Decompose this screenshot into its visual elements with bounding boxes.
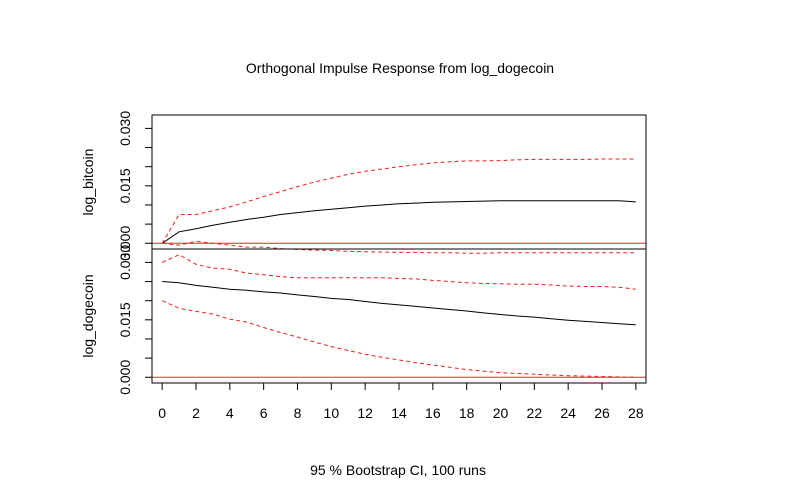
x-tick-label: 24 [560,405,576,421]
x-tick-label: 0 [158,405,166,421]
log-dogecoin-response-line [162,281,636,326]
x-tick-label: 6 [260,405,268,421]
log-bitcoin-y-tick-label: 0.030 [117,111,133,146]
log-dogecoin-y-tick-label: 0.030 [117,245,133,280]
panel-log-bitcoin: 0.000 0.015 0.030 log_bitcoin [80,111,646,261]
x-axis: 0 2 4 6 8 10 12 14 16 18 20 22 24 26 28 [158,383,644,421]
log-bitcoin-response-line [161,200,636,244]
x-tick-label: 12 [357,405,373,421]
log-bitcoin-y-tick-label: 0.015 [117,168,133,203]
log-dogecoin-y-tick-label: 0.015 [117,302,133,337]
log-dogecoin-y-axis-label: log_dogecoin [80,274,96,357]
x-tick-label: 22 [527,405,543,421]
log-dogecoin-upper-ci-line [161,254,636,290]
x-tick-label: 26 [594,405,610,421]
log-bitcoin-y-axis-label: log_bitcoin [80,149,96,216]
x-tick-label: 14 [391,405,407,421]
x-tick-label: 2 [192,405,200,421]
log-dogecoin-lower-ci-line [161,300,636,378]
log-bitcoin-y-tick-label: 0.000 [117,226,133,261]
x-tick-label: 28 [628,405,644,421]
chart-title: Orthogonal Impulse Response from log_dog… [246,60,554,76]
log-dogecoin-y-tick-label: 0.000 [117,360,133,395]
x-tick-label: 18 [459,405,475,421]
x-tick-label: 8 [294,405,302,421]
panel-log-dogecoin: 0.000 0.015 0.030 log_dogecoin [80,245,646,395]
x-tick-label: 10 [324,405,340,421]
x-tick-label: 20 [493,405,509,421]
x-tick-label: 16 [425,405,441,421]
log-bitcoin-lower-ci-line [162,240,636,254]
log-bitcoin-upper-ci-line [161,158,636,244]
x-tick-label: 4 [226,405,234,421]
bootstrap-caption: 95 % Bootstrap CI, 100 runs [310,462,486,478]
